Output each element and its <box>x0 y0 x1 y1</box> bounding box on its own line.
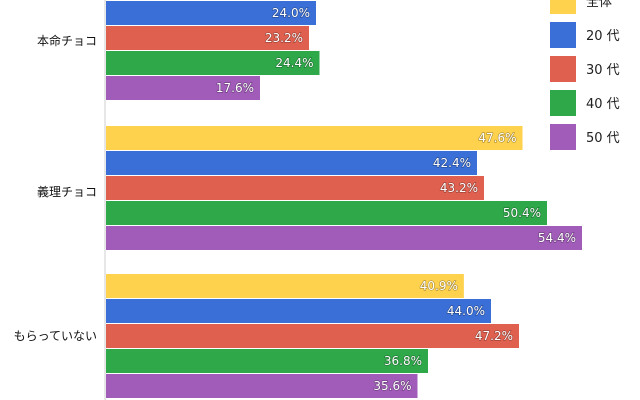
data-label: 54.4% <box>538 231 576 245</box>
legend-label: 50 代 <box>586 131 620 146</box>
data-label: 24.0% <box>272 6 310 20</box>
legend-label: 20 代 <box>586 29 620 44</box>
category-label: もらっていない <box>14 329 97 343</box>
bar <box>106 349 428 373</box>
legend-swatch <box>550 22 576 48</box>
legend-label: 全体 <box>586 0 612 10</box>
bar <box>106 76 260 100</box>
data-label: 35.6% <box>373 379 411 393</box>
bar <box>106 374 418 398</box>
bar <box>106 201 547 225</box>
bar <box>106 324 519 348</box>
data-label: 47.6% <box>478 131 516 145</box>
bar <box>106 299 491 323</box>
data-label: 50.4% <box>503 206 541 220</box>
bar <box>106 51 320 75</box>
bar <box>106 126 523 150</box>
data-label: 44.0% <box>447 304 485 318</box>
legend-swatch <box>550 0 576 14</box>
data-label: 40.9% <box>420 279 458 293</box>
bar <box>106 274 464 298</box>
data-label: 36.8% <box>384 354 422 368</box>
legend-swatch <box>550 90 576 116</box>
data-label: 42.4% <box>433 156 471 170</box>
data-label: 24.4% <box>275 56 313 70</box>
bar <box>106 151 477 175</box>
legend-swatch <box>550 124 576 150</box>
bar <box>106 176 484 200</box>
legend-label: 30 代 <box>586 63 620 78</box>
bar <box>106 26 309 50</box>
category-label: 本命チョコ <box>37 33 97 48</box>
bar <box>106 1 316 25</box>
data-label: 43.2% <box>440 181 478 195</box>
legend-label: 40 代 <box>586 97 620 112</box>
data-label: 17.6% <box>216 81 254 95</box>
legend-swatch <box>550 56 576 82</box>
bar <box>106 226 582 250</box>
data-label: 23.2% <box>265 31 303 45</box>
data-label: 47.2% <box>475 329 513 343</box>
category-label: 義理チョコ <box>37 184 97 199</box>
